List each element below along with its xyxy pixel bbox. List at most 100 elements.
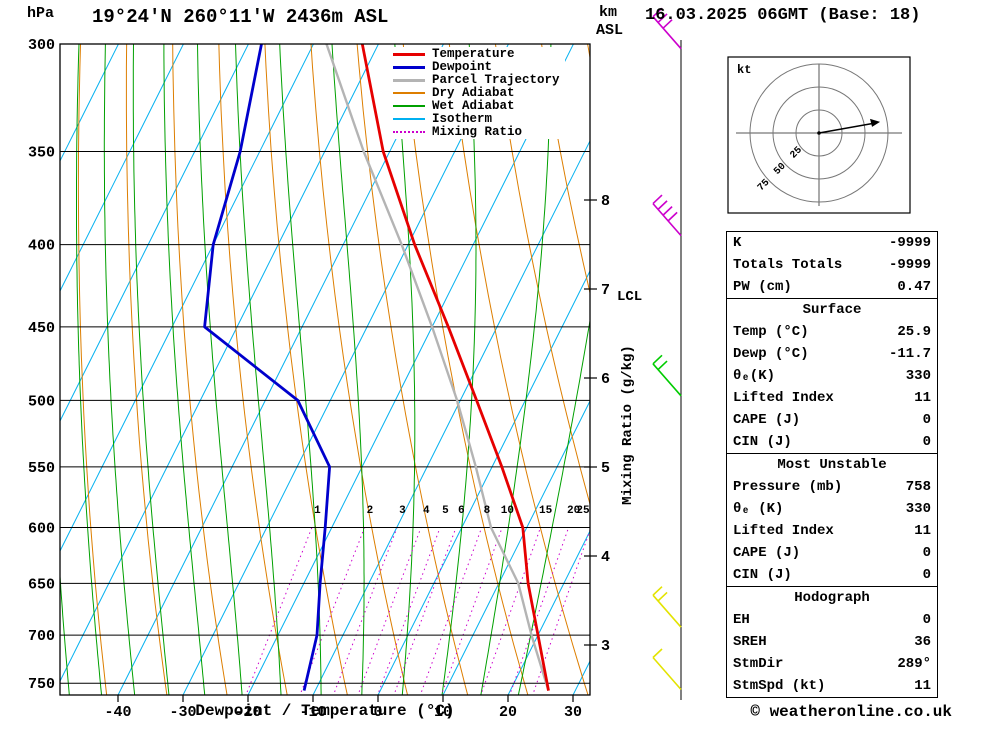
- dry-adiabat-line: [494, 44, 590, 507]
- dry-adiabat-line: [125, 44, 168, 695]
- table-row: PW (cm) 0.47: [727, 276, 937, 298]
- km-tick-label: 8: [601, 193, 610, 210]
- isotherm-line: [60, 44, 120, 163]
- legend-line-sample-dewpoint: [393, 65, 425, 69]
- dry-adiabat-line: [448, 44, 589, 695]
- copyright-footer: © weatheronline.co.uk: [750, 703, 952, 721]
- mixing-ratio-label: 6: [458, 505, 465, 517]
- pressure-tick-label: 300: [28, 37, 55, 54]
- hodograph-ring: [772, 86, 866, 180]
- pressure-tick-label: 750: [28, 676, 55, 693]
- x-axis-title: Dewpoint / Temperature (°C): [195, 702, 455, 720]
- legend-line-sample-isotherm: [393, 117, 425, 120]
- hodograph-unit-label: kt: [737, 63, 752, 77]
- mixing-ratio-line: [509, 527, 570, 695]
- wet-adiabat-line: [279, 44, 322, 695]
- dewpoint-curve: [203, 44, 332, 691]
- datetime-label: 16.03.2025 06GMT (Base: 18): [645, 6, 921, 25]
- table-row: θₑ(K) 330: [727, 365, 937, 387]
- legend-label: Dry Adiabat: [432, 86, 515, 101]
- table-row-label: EH: [733, 612, 750, 628]
- table-row-value: 11: [914, 390, 931, 406]
- mixing-ratio-label: 4: [423, 505, 430, 517]
- wind-barb-staff: [652, 203, 682, 237]
- wind-barb-tick: [662, 206, 673, 216]
- wind-barb-tick: [657, 360, 668, 371]
- legend-label: Wet Adiabat: [432, 99, 515, 114]
- table-row: θₑ (K) 330: [727, 498, 937, 520]
- km-tick-label: 6: [601, 371, 610, 388]
- table-row-label: K: [733, 235, 742, 251]
- wind-barb-tick: [662, 19, 673, 29]
- isotherm-line: [312, 139, 590, 695]
- legend-item: Parcel Trajectory: [393, 73, 560, 87]
- background-field-lines: [22, 20, 590, 719]
- isotherm-line: [377, 269, 590, 695]
- table-row-label: θₑ (K): [733, 501, 784, 517]
- wind-barb-tick: [667, 211, 678, 222]
- wind-barb-tick: [652, 7, 663, 18]
- legend-label: Mixing Ratio: [432, 124, 523, 139]
- wind-barb-tick: [657, 200, 668, 210]
- dry-adiabat-line: [541, 44, 590, 296]
- dry-adiabat-line: [402, 44, 529, 695]
- table-row: Lifted Index 11: [727, 520, 937, 542]
- mixing-ratio-label: 3: [399, 505, 406, 517]
- temp-tick-label: -10: [299, 704, 326, 721]
- wet-adiabat-line: [22, 20, 40, 719]
- isotherm-line: [60, 44, 315, 553]
- mixing-ratio-label: 1: [314, 505, 321, 517]
- table-row-value: 0: [922, 567, 931, 583]
- temp-tick-label: -40: [104, 704, 131, 721]
- legend-line-sample-temperature: [393, 52, 425, 56]
- km-tick-label: 7: [601, 282, 610, 299]
- table-row-value: -9999: [888, 257, 931, 273]
- dry-adiabat-line: [356, 44, 469, 695]
- table-row: CAPE (J) 0: [727, 409, 937, 431]
- mixing-ratio-line: [440, 527, 503, 695]
- mixing-ratio-label: 25: [576, 505, 590, 517]
- table-row-value: 11: [914, 678, 931, 694]
- pressure-tick-label: 600: [28, 521, 55, 538]
- legend-item: Wet Adiabat: [393, 99, 560, 114]
- pressure-axis-unit: hPa: [27, 5, 55, 22]
- isotherm-line: [60, 44, 380, 683]
- pressure-tick-label: 550: [28, 460, 55, 477]
- mixing-ratio-line: [245, 527, 313, 695]
- dry-adiabat-line: [77, 44, 108, 695]
- wind-barb-tick: [652, 586, 663, 596]
- wet-adiabat-line: [331, 44, 365, 695]
- table-row: Totals Totals -9999: [727, 254, 937, 276]
- table-section-header: Hodograph: [794, 590, 870, 606]
- wind-barb: [652, 194, 682, 237]
- hodograph-ring: [749, 63, 889, 203]
- wet-adiabat-line: [60, 568, 70, 695]
- mixing-ratio-line: [393, 527, 457, 695]
- table-row-value: 0: [922, 412, 931, 428]
- table-row-value: -9999: [888, 235, 931, 251]
- table-section-header: Most Unstable: [777, 457, 887, 473]
- table-row: CIN (J) 0: [727, 431, 937, 453]
- sounding-profiles: [203, 44, 550, 691]
- page-title: 19°24'N 260°11'W 2436m ASL: [92, 6, 389, 28]
- mixing-ratio-label: 10: [501, 505, 514, 517]
- mixing-ratio-line: [357, 527, 422, 695]
- table-row-label: Lifted Index: [733, 523, 834, 539]
- table-section: K -9999 Totals Totals -9999 PW (cm) 0.47: [726, 231, 938, 299]
- temp-tick-label: 30: [564, 704, 582, 721]
- table-row-label: CIN (J): [733, 434, 792, 450]
- legend-line-sample-mixing_ratio: [393, 130, 425, 133]
- table-row: Pressure (mb) 758: [727, 476, 937, 498]
- legend-line-sample-dry_adiabat: [393, 92, 425, 95]
- table-row: StmDir 289°: [727, 653, 937, 675]
- table-row-value: 289°: [897, 656, 931, 672]
- table-row-label: StmDir: [733, 656, 784, 672]
- dry-adiabat-line: [172, 44, 228, 695]
- temp-tick-label: -30: [169, 704, 196, 721]
- legend-line-sample-wet_adiabat: [393, 105, 425, 107]
- temp-tick-label: 0: [373, 704, 382, 721]
- isotherm-line: [442, 399, 590, 695]
- table-row-label: PW (cm): [733, 279, 792, 295]
- wet-adiabat-line: [234, 44, 282, 695]
